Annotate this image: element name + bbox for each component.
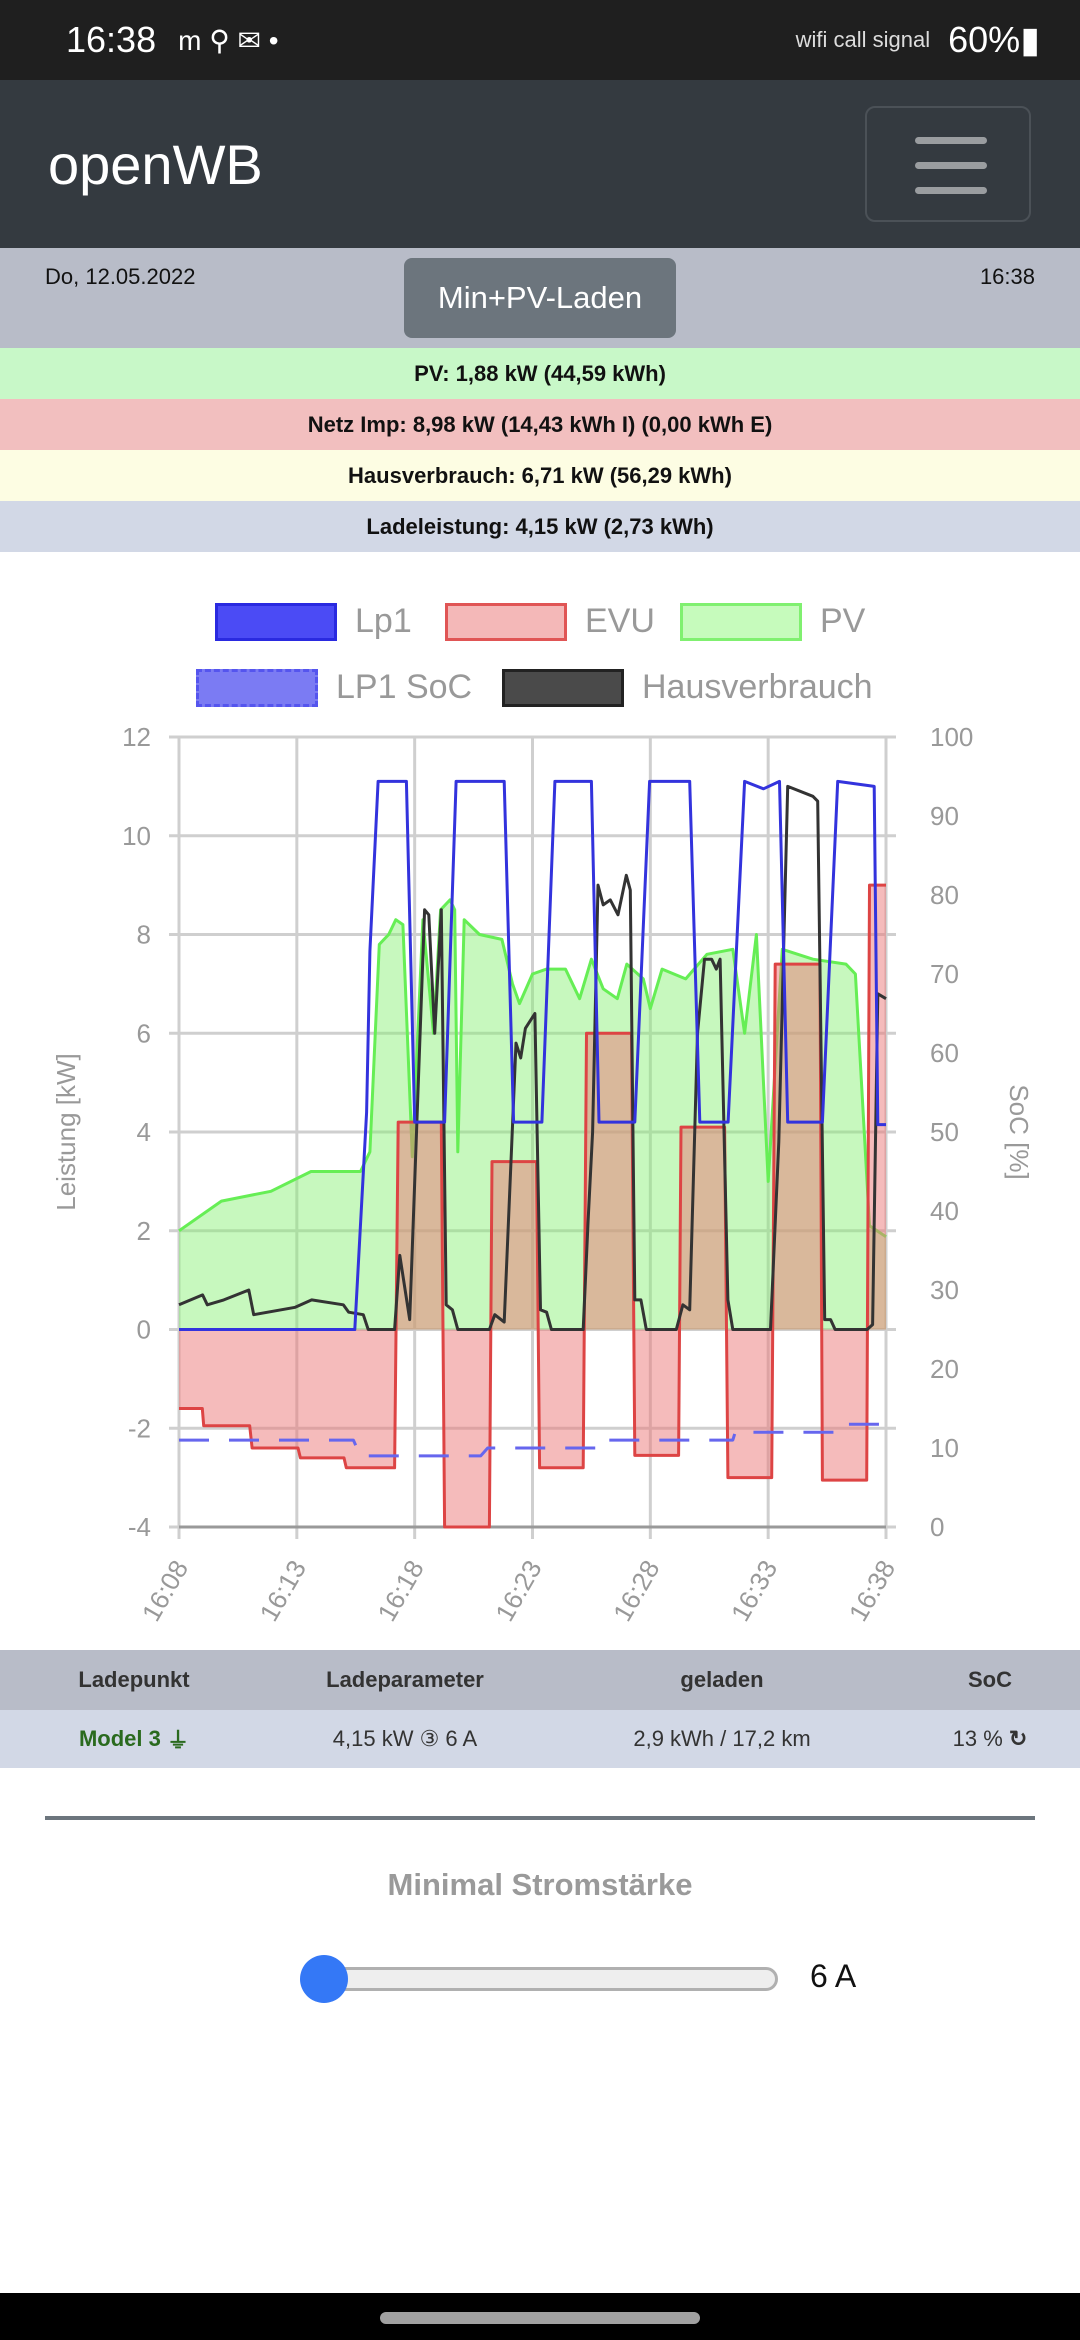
chargepoint-name[interactable]: Model 3 ⏚ [79,1710,189,1768]
current-time: 16:38 [979,264,1035,289]
legend-label: Hausverbrauch [642,668,873,706]
col-ladepunkt: Ladepunkt [78,1667,190,1692]
min-current-slider[interactable] [318,1967,778,1991]
y-tick-label: -2 [128,1413,151,1443]
x-tick-label: 16:38 [843,1555,902,1626]
chart-legend: Lp1 EVU PV LP1 SoC Hausverbrauch [0,590,1080,720]
min-current-title: Minimal Stromstärke [387,1867,693,1902]
y2-axis-title: SoC [%] [1004,1084,1034,1179]
y2-tick-label: 70 [930,959,959,989]
grid-info: Netz Imp: 8,98 kW (14,43 kWh I) (0,00 kW… [0,399,1080,450]
legend-swatch-haus [502,668,624,707]
chargepoint-name-text: Model 3 [78,1726,161,1751]
current-date: Do, 12.05.2022 [45,264,196,289]
y2-tick-label: 0 [930,1512,944,1542]
x-tick-label: 16:18 [371,1555,430,1626]
series-line-lp1 [179,779,886,1331]
y2-tick-label: 100 [930,722,973,752]
refresh-icon[interactable]: ↻ [1008,1726,1028,1751]
battery-level: 60%▮ [948,19,1040,61]
soc-value: 13 % ↻ [953,1710,1028,1768]
status-left: 16:38 m ⚲ ✉ • [66,0,279,80]
y2-tick-label: 50 [930,1117,959,1147]
notification-icons: m ⚲ ✉ • [178,24,279,56]
charge-params: 4,15 kW ③ 6 A [332,1726,478,1751]
legend-label: PV [820,602,866,640]
series-line-pv [178,898,887,1238]
menu-toggle-button[interactable] [865,106,1031,222]
x-tick-label: 16:28 [607,1555,666,1626]
y-tick-label: 4 [137,1117,151,1147]
charge-mode-button[interactable]: Min+PV-Laden [404,258,676,338]
slider-thumb[interactable] [300,1955,348,2003]
hamburger-icon-line [915,162,987,169]
battery-text: 60% [948,19,1021,60]
legend-swatch-pv [680,602,802,641]
legend-evu[interactable]: EVU [445,602,655,641]
home-gesture-pill[interactable] [380,2312,700,2324]
table-row: Model 3 ⏚ 4,15 kW ③ 6 A 2,9 kWh / 17,2 k… [0,1710,1080,1768]
plug-icon: ⏚ [167,1728,190,1753]
slider-value: 6 A [810,1958,857,1994]
series-line-evu [179,883,886,1529]
status-right: wifi call signal 60%▮ [796,0,1040,80]
status-bar: 16:38 m ⚲ ✉ • wifi call signal 60%▮ [0,0,1080,80]
house-consumption-info: Hausverbrauch: 6,71 kW (56,29 kWh) [0,450,1080,501]
legend-swatch-soc [196,668,318,707]
y-tick-label: 12 [122,722,151,752]
x-tick-label: 16:23 [489,1555,548,1626]
legend-label: LP1 SoC [336,668,473,706]
battery-icon: ▮ [1020,19,1040,60]
x-tick-label: 16:13 [254,1555,313,1626]
x-tick-label: 16:08 [136,1555,195,1626]
legend-swatch-lp1 [215,602,337,641]
y2-tick-label: 10 [930,1433,959,1463]
legend-label: EVU [585,602,655,640]
hamburger-icon [915,137,987,144]
soc-text: 13 % [952,1726,1003,1751]
y2-tick-label: 60 [930,1038,959,1068]
y-tick-label: 10 [122,821,151,851]
series-line-hausverbrauch [178,784,887,1331]
divider [45,1816,1035,1820]
pv-info: PV: 1,88 kW (44,59 kWh) [0,348,1080,399]
legend-lp1-soc[interactable]: LP1 SoC [196,668,472,707]
y2-tick-label: 40 [930,1196,959,1226]
y-tick-label: 8 [137,920,151,950]
connectivity-icons: wifi call signal [795,27,931,52]
x-tick-label: 16:33 [725,1555,784,1626]
col-soc: SoC [968,1667,1012,1692]
charging-power-info: Ladeleistung: 4,15 kW (2,73 kWh) [0,501,1080,552]
y-tick-label: -4 [128,1512,151,1542]
y2-tick-label: 90 [930,801,959,831]
hamburger-icon-line [915,187,987,194]
y-tick-label: 6 [137,1018,151,1048]
y-axis-title: Leistung [kW] [51,1053,81,1211]
date-row: Do, 12.05.2022 Min+PV-Laden 16:38 [0,248,1080,348]
legend-lp1[interactable]: Lp1 [215,602,412,641]
col-geladen: geladen [680,1667,764,1692]
y2-tick-label: 30 [930,1275,959,1305]
chargepoint-table-header: Ladepunkt Ladeparameter geladen SoC [0,1650,1080,1710]
brand-logo[interactable]: openWB [48,133,263,196]
y2-tick-label: 20 [930,1354,959,1384]
navbar: openWB [0,80,1080,248]
power-chart: 121086420-2-4100908070605040302010016:08… [51,722,1034,1626]
charged-amount: 2,9 kWh / 17,2 km [633,1726,811,1751]
legend-label: Lp1 [355,602,412,640]
y-tick-label: 2 [137,1216,151,1246]
status-time: 16:38 [66,19,157,60]
y2-tick-label: 80 [930,880,959,910]
legend-swatch-evu [445,602,567,641]
y-tick-label: 0 [137,1315,151,1345]
series-area-evu [179,885,886,1527]
legend-hausverbrauch[interactable]: Hausverbrauch [502,668,873,707]
legend-pv[interactable]: PV [680,602,865,641]
col-ladeparameter: Ladeparameter [326,1667,484,1692]
